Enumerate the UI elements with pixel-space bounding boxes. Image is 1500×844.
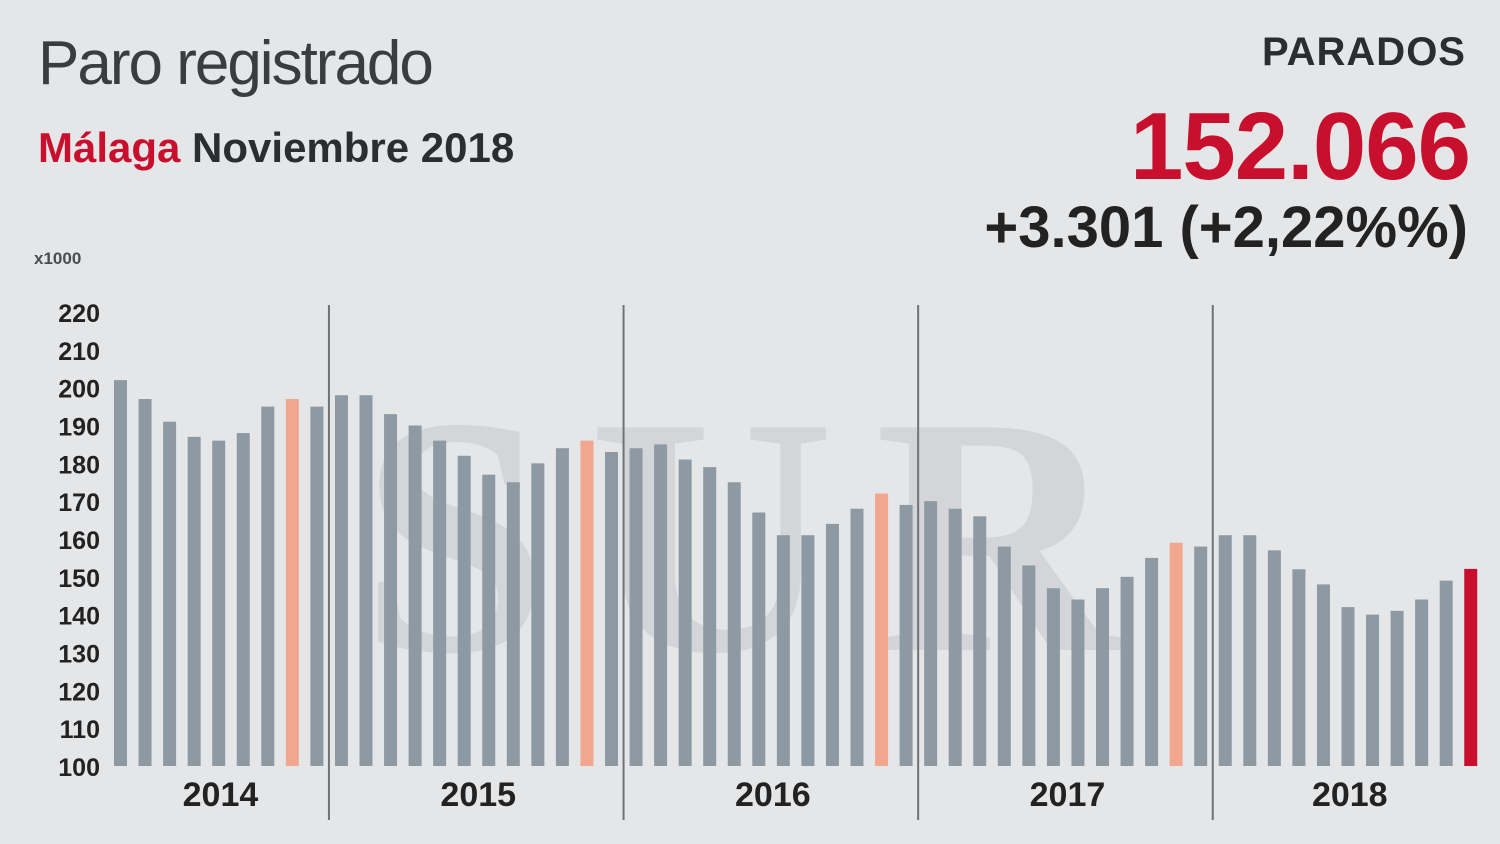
y-tick-label: 100 — [58, 754, 100, 782]
bar — [924, 501, 938, 766]
y-tick-label: 120 — [58, 678, 100, 706]
bar — [212, 440, 226, 766]
y-tick-label: 150 — [58, 565, 100, 593]
y-tick-label: 220 — [58, 300, 100, 328]
bar — [1071, 599, 1085, 766]
bar — [531, 463, 545, 766]
bar — [408, 425, 422, 766]
bar — [850, 508, 864, 766]
bar — [1292, 569, 1306, 766]
metric-label: PARADOS — [1261, 30, 1466, 74]
bar — [727, 482, 741, 766]
bar — [310, 406, 324, 766]
bar — [1169, 542, 1183, 766]
bar — [1316, 584, 1330, 766]
y-tick-label: 130 — [58, 641, 100, 669]
bar — [1366, 614, 1380, 766]
x-year-label: 2016 — [735, 776, 811, 814]
period-label: Noviembre 2018 — [180, 124, 515, 171]
x-year-label: 2015 — [440, 776, 516, 814]
bar — [1464, 568, 1478, 766]
bar — [703, 467, 717, 766]
chart-subtitle: Málaga Noviembre 2018 — [38, 124, 514, 172]
metric-change: +3.301 (+2,22%%) — [984, 195, 1468, 260]
bar — [948, 508, 962, 766]
bar — [334, 395, 348, 766]
y-tick-label: 210 — [58, 338, 100, 366]
bar — [605, 451, 618, 766]
bar — [1415, 599, 1429, 766]
bar — [1120, 576, 1134, 766]
y-axis: 100 110 120 130 140 150 160 170 180 190 200 210 220 — [58, 300, 100, 782]
y-tick-label: 170 — [58, 489, 100, 517]
bar — [973, 516, 987, 766]
bar — [1194, 546, 1208, 766]
x-axis: 2014 2015 2016 2017 2018 — [183, 776, 1388, 814]
bar — [163, 421, 177, 766]
bar — [1096, 588, 1109, 766]
y-unit-label: x1000 — [34, 249, 82, 268]
bar — [1439, 580, 1453, 766]
bar — [899, 504, 913, 766]
bar — [1046, 588, 1060, 766]
y-tick-label: 200 — [58, 376, 100, 404]
bar — [1218, 535, 1232, 766]
bar — [433, 440, 447, 766]
city-name: Málaga — [38, 124, 181, 171]
year-dividers — [327, 305, 1214, 820]
bars — [114, 380, 1478, 766]
bar — [825, 523, 839, 766]
bar — [678, 459, 692, 766]
bar — [1243, 535, 1257, 766]
y-tick-label: 190 — [58, 414, 100, 442]
bar — [776, 535, 790, 766]
y-tick-label: 140 — [58, 603, 100, 631]
y-tick-label: 110 — [60, 716, 100, 744]
bar — [384, 414, 398, 766]
bar — [654, 444, 668, 766]
bar — [555, 448, 569, 766]
bar — [752, 512, 766, 766]
x-year-label: 2014 — [183, 776, 259, 814]
bar — [801, 535, 815, 766]
metric-value: 152.066 — [1129, 93, 1471, 200]
bar — [629, 448, 643, 766]
bar — [187, 436, 201, 766]
bar — [359, 395, 373, 766]
bar — [1022, 565, 1036, 766]
bar — [1341, 607, 1355, 766]
y-tick-label: 180 — [58, 451, 100, 479]
bar — [236, 433, 250, 766]
bar — [875, 493, 889, 766]
bar — [457, 455, 471, 766]
bar — [1145, 557, 1159, 766]
bar — [580, 440, 594, 766]
bar — [997, 546, 1011, 766]
bar — [506, 482, 520, 766]
bar — [261, 406, 275, 766]
bar — [1267, 550, 1281, 766]
bar — [138, 399, 152, 766]
bar — [285, 399, 299, 766]
y-tick-label: 160 — [58, 527, 100, 555]
chart-title: Paro registrado — [38, 29, 434, 98]
bar — [114, 380, 127, 766]
bar — [482, 474, 496, 766]
bar — [1390, 610, 1404, 766]
x-year-label: 2017 — [1030, 776, 1106, 814]
x-year-label: 2018 — [1312, 776, 1388, 814]
